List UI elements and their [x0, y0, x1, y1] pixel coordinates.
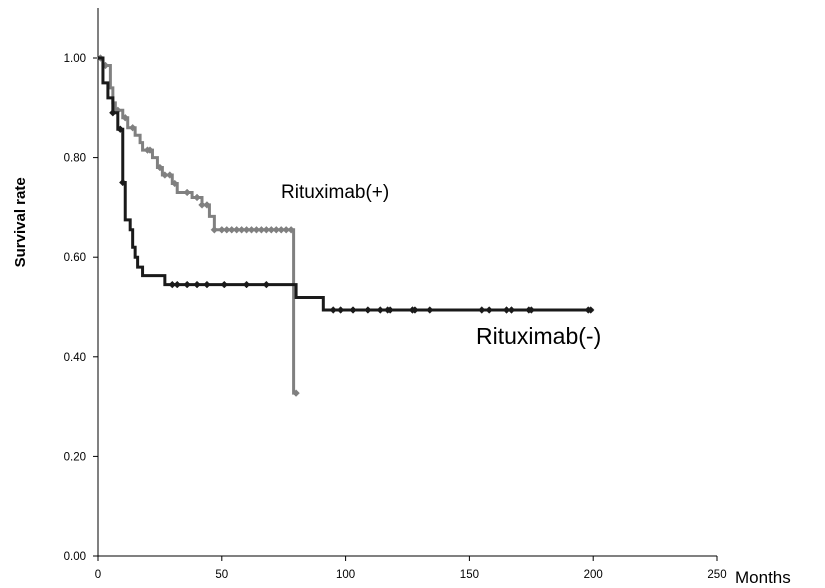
- axes: [97, 8, 717, 557]
- censor-marker: [267, 226, 276, 234]
- censor-marker: [282, 226, 290, 234]
- x-tick-label: 150: [460, 569, 479, 581]
- censor-marker: [193, 193, 201, 202]
- censor-marker: [386, 306, 394, 314]
- censor-marker: [262, 226, 271, 234]
- censor-marker: [426, 306, 434, 314]
- tick-marks: 0.00 0.20 0.40 0.60 0.80 1.00 0 50 100 150 200 250: [64, 53, 727, 581]
- y-tick-label: 0.60: [64, 252, 86, 264]
- censor-marker: [119, 178, 127, 187]
- censor-marker: [376, 306, 385, 314]
- censor-marker: [203, 280, 211, 289]
- censor-marker: [227, 226, 236, 234]
- censor-marker: [166, 171, 174, 179]
- censor-marker: [183, 188, 191, 197]
- y-tick-label: 0.20: [64, 451, 86, 463]
- censor-marker: [222, 226, 231, 234]
- censor-marker: [193, 280, 201, 289]
- censor-marker: [252, 226, 261, 234]
- censor-marker: [247, 226, 256, 234]
- censor-marker: [183, 280, 191, 289]
- censor-marker: [364, 306, 372, 314]
- series-rituximab-minus: [98, 56, 595, 314]
- censor-marker: [485, 306, 493, 314]
- censor-marker: [156, 163, 164, 172]
- censor-marker: [171, 179, 179, 188]
- censor-marker: [287, 226, 295, 234]
- x-tick-label: 250: [707, 569, 726, 581]
- censor-marker: [232, 226, 241, 234]
- censor-marker: [349, 306, 357, 314]
- censor-marker: [242, 226, 251, 234]
- censor-marker: [210, 226, 219, 234]
- censor-marker: [161, 171, 169, 179]
- x-tick-label: 50: [215, 569, 228, 581]
- y-tick-label: 1.00: [64, 53, 86, 65]
- censor-marker: [272, 226, 281, 234]
- censor-marker: [109, 109, 117, 117]
- censor-marker: [478, 306, 486, 314]
- censor-marker: [257, 226, 266, 234]
- censor-marker: [173, 280, 181, 289]
- censor-marker: [168, 280, 177, 289]
- y-axis-label: Survival rate: [12, 177, 29, 267]
- x-tick-label: 100: [336, 569, 355, 581]
- censor-marker: [198, 201, 206, 209]
- y-tick-label: 0.40: [64, 352, 86, 364]
- censor-marker: [277, 226, 285, 234]
- x-tick-label: 200: [584, 569, 603, 581]
- censor-marker: [218, 226, 226, 234]
- censor-marker: [507, 306, 516, 314]
- censor-marker: [237, 226, 246, 234]
- censor-marker: [116, 125, 125, 133]
- censor-marker: [292, 389, 300, 397]
- censor-marker: [220, 280, 229, 289]
- y-tick-label: 0.80: [64, 153, 86, 165]
- survival-step-line: [98, 56, 297, 395]
- censor-marker: [121, 114, 129, 122]
- x-axis-label: Months: [735, 568, 791, 587]
- censor-marker: [329, 306, 337, 314]
- series-rituximab-plus: [96, 54, 300, 397]
- censor-marker: [336, 306, 345, 314]
- censor-marker: [146, 146, 154, 154]
- censor-marker: [586, 306, 595, 314]
- annotation-rituximab-plus: Rituximab(+): [281, 182, 389, 203]
- censor-marker: [203, 201, 211, 209]
- censor-marker: [502, 306, 511, 314]
- censor-marker: [242, 280, 251, 289]
- survival-step-line: [98, 56, 594, 312]
- censor-marker: [128, 123, 137, 132]
- x-tick-label: 0: [95, 569, 101, 581]
- series-group: [96, 54, 595, 397]
- y-tick-label: 0.00: [64, 551, 86, 563]
- censor-marker: [527, 306, 536, 314]
- censor-marker: [411, 306, 419, 314]
- annotation-rituximab-minus: Rituximab(-): [476, 323, 601, 349]
- censor-marker: [262, 280, 271, 289]
